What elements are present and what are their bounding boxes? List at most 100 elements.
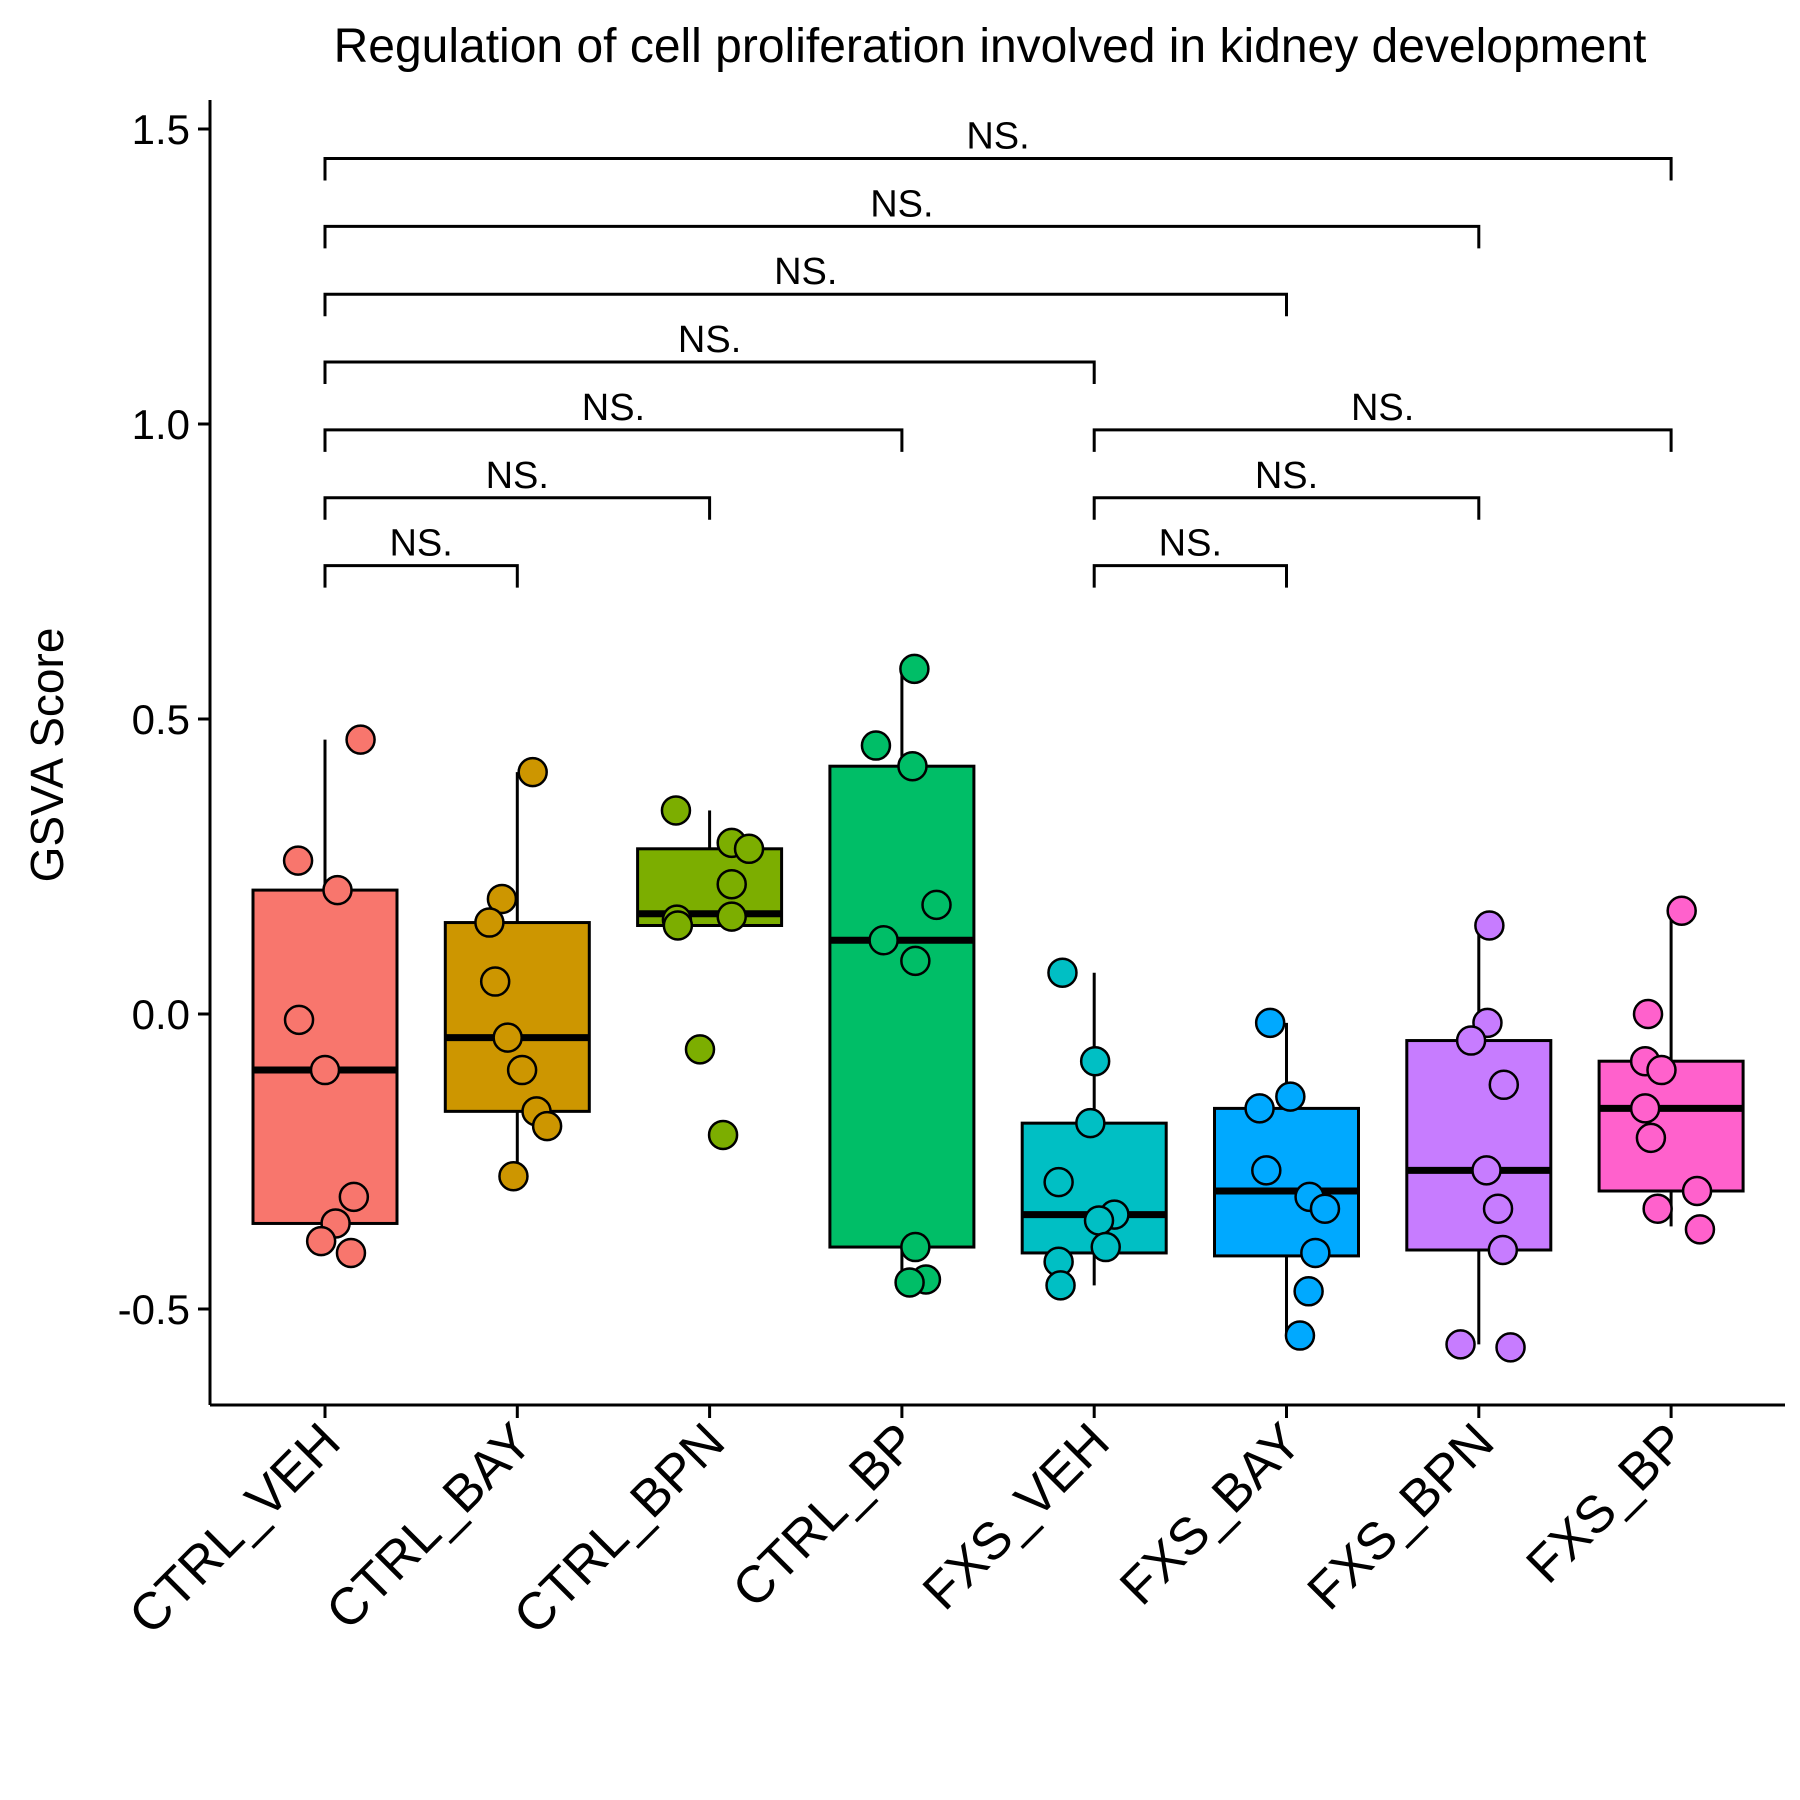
- data-point: [345, 724, 376, 755]
- chart-title: Regulation of cell proliferation involve…: [334, 20, 1647, 73]
- significance-bracket: [1092, 496, 1481, 520]
- y-tick-label: 1.0: [132, 401, 190, 448]
- significance-label: NS.: [966, 116, 1029, 158]
- significance-label: NS.: [389, 523, 452, 565]
- data-point: [707, 1119, 739, 1151]
- data-point: [322, 874, 353, 906]
- significance-bracket: [323, 157, 1673, 181]
- data-point: [305, 1225, 337, 1257]
- data-point: [486, 883, 518, 915]
- data-point: [894, 1267, 925, 1298]
- data-point: [479, 966, 511, 997]
- data-point: [283, 1004, 315, 1036]
- significance-bracket: [323, 292, 1288, 317]
- data-point: [1254, 1007, 1286, 1039]
- significance-bracket: [323, 564, 519, 588]
- data-point: [1045, 1270, 1076, 1301]
- data-point: [897, 750, 928, 782]
- significance-label: NS.: [1255, 455, 1318, 497]
- data-point: [860, 730, 892, 761]
- data-point: [899, 653, 930, 685]
- data-point: [1251, 1155, 1282, 1186]
- data-point: [1047, 957, 1078, 988]
- data-point: [492, 1022, 523, 1053]
- data-point: [900, 945, 931, 977]
- significance-label: NS.: [678, 319, 741, 361]
- significance-bracket: [1092, 428, 1673, 452]
- data-point: [660, 795, 692, 826]
- data-point: [1635, 1122, 1667, 1154]
- data-point: [733, 833, 765, 865]
- x-tick-label: FXS_VEH: [912, 1412, 1121, 1621]
- data-point: [474, 907, 505, 938]
- significance-label: NS.: [1159, 523, 1222, 565]
- box-FXS_BPN: [1405, 1039, 1553, 1252]
- data-point: [1090, 1231, 1121, 1263]
- data-point: [1471, 1155, 1502, 1186]
- significance-label: NS.: [870, 183, 933, 225]
- x-tick-label: CTRL_BPN: [503, 1412, 736, 1645]
- x-tick-label: CTRL_VEH: [118, 1412, 351, 1645]
- data-point: [498, 1161, 529, 1192]
- box-FXS_BAY: [1213, 1106, 1360, 1258]
- data-point: [1284, 1320, 1316, 1351]
- data-point: [531, 1110, 563, 1142]
- x-tick-label: FXS_BPN: [1297, 1412, 1506, 1621]
- y-tick-label: 0.5: [132, 696, 190, 743]
- plot-area: -0.50.00.51.01.5CTRL_VEHCTRL_BAYCTRL_BPN…: [118, 100, 1785, 1646]
- data-point: [1455, 1025, 1487, 1056]
- data-point: [1482, 1193, 1514, 1224]
- data-point: [716, 901, 747, 932]
- data-point: [1487, 1234, 1519, 1266]
- data-point: [1646, 1054, 1677, 1086]
- data-point: [1300, 1237, 1331, 1269]
- significance-bracket: [1092, 564, 1288, 588]
- significance-label: NS.: [486, 455, 549, 497]
- data-point: [1309, 1193, 1341, 1224]
- data-point: [868, 925, 899, 956]
- data-point: [1488, 1069, 1520, 1101]
- data-point: [335, 1237, 367, 1269]
- significance-label: NS.: [774, 251, 837, 293]
- data-point: [1681, 1175, 1713, 1207]
- y-tick-label: -0.5: [118, 1286, 190, 1333]
- data-point: [1495, 1332, 1526, 1363]
- data-point: [684, 1034, 716, 1065]
- data-point: [338, 1181, 370, 1213]
- x-tick-label: FXS_BP: [1516, 1412, 1698, 1594]
- data-point: [716, 868, 747, 900]
- data-point: [900, 1231, 931, 1263]
- data-point: [1445, 1329, 1476, 1360]
- data-point: [1075, 1107, 1106, 1139]
- data-point: [517, 756, 548, 788]
- data-point: [1474, 910, 1505, 941]
- data-point: [1079, 1045, 1111, 1077]
- y-axis-title: GSVA Score: [21, 628, 73, 883]
- data-point: [282, 845, 314, 876]
- data-point: [309, 1054, 341, 1086]
- data-point: [1293, 1276, 1324, 1307]
- data-point: [1666, 895, 1697, 926]
- significance-label: NS.: [582, 387, 645, 429]
- significance-bracket: [323, 496, 712, 520]
- x-tick-label: CTRL_BP: [722, 1412, 929, 1619]
- box-CTRL_BP: [828, 764, 976, 1249]
- significance-bracket: [323, 360, 1096, 385]
- data-point: [1629, 1093, 1661, 1124]
- x-tick-label: FXS_BAY: [1109, 1412, 1313, 1616]
- data-point: [921, 889, 952, 921]
- significance-bracket: [323, 428, 904, 452]
- data-point: [506, 1054, 538, 1086]
- data-point: [1684, 1214, 1716, 1245]
- y-tick-label: 1.5: [132, 106, 190, 153]
- data-point: [662, 910, 694, 941]
- significance-bracket: [323, 224, 1481, 249]
- data-point: [1043, 1166, 1074, 1198]
- data-point: [1632, 998, 1664, 1030]
- y-tick-label: 0.0: [132, 991, 190, 1038]
- data-point: [1244, 1093, 1275, 1124]
- data-point: [1275, 1081, 1306, 1112]
- data-point: [1642, 1193, 1673, 1224]
- data-point: [1083, 1205, 1115, 1236]
